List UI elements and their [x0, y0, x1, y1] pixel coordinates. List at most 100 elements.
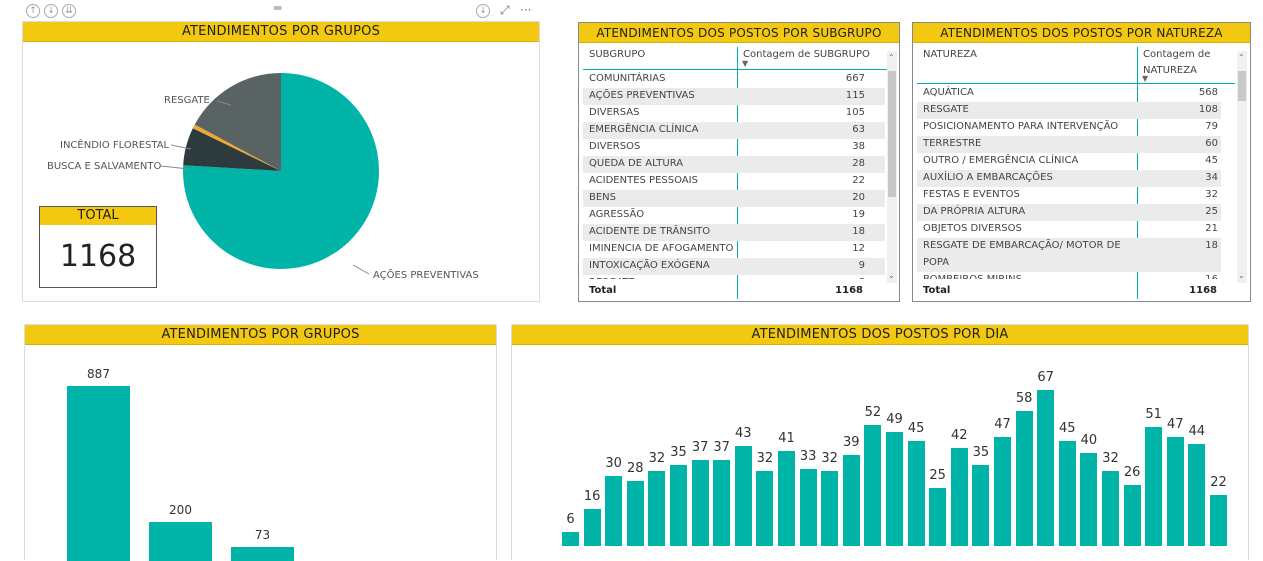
table-row-name[interactable]: BOMBEIROS MIRINS: [923, 274, 1022, 279]
day-bar[interactable]: [648, 471, 666, 546]
table-row-name[interactable]: AQUÁTICA: [923, 87, 974, 98]
table-row-value: 25: [1205, 206, 1218, 217]
table-row-name[interactable]: RESGATE: [923, 104, 969, 115]
daily-bar-panel-title: ATENDIMENTOS DOS POSTOS POR DIA: [512, 325, 1248, 345]
natureza-table-title: ATENDIMENTOS DOS POSTOS POR NATUREZA: [913, 23, 1250, 43]
total-card: TOTAL 1168: [39, 206, 157, 288]
table-row-name[interactable]: COMUNITÁRIAS: [589, 73, 666, 84]
natureza-scrollbar[interactable]: ⌃ ⌄: [1237, 51, 1247, 283]
day-bar[interactable]: [886, 431, 903, 546]
day-bar[interactable]: [972, 464, 990, 546]
day-bar-label: 49: [886, 411, 903, 427]
scroll-thumb[interactable]: [1238, 71, 1246, 101]
drill-all-icon[interactable]: ⇊: [62, 4, 76, 18]
groups-bar-panel-title: ATENDIMENTOS POR GRUPOS: [25, 325, 496, 345]
table-row-name[interactable]: TERRESTRE: [923, 138, 982, 149]
day-bar[interactable]: [583, 508, 601, 546]
day-bar[interactable]: [929, 487, 947, 546]
day-bar[interactable]: [1188, 443, 1206, 546]
table-row-name[interactable]: AUXÍLIO A EMBARCAÇÕES: [923, 172, 1053, 183]
day-bar[interactable]: [605, 476, 623, 546]
table-row-name-cont: POPA: [923, 257, 950, 268]
table-row-name[interactable]: AÇÕES PREVENTIVAS: [589, 90, 695, 101]
natureza-rows: AQUÁTICA 568 RESGATE 108 POSICIONAMENTO PARA…: [913, 23, 1250, 279]
day-bar[interactable]: [864, 424, 882, 546]
group-bar[interactable]: [149, 521, 212, 561]
day-bar[interactable]: [562, 532, 579, 546]
scroll-up-icon[interactable]: ⌃: [1238, 53, 1245, 62]
subgrupo-count-col-header[interactable]: Contagem de SUBGRUPO: [743, 49, 870, 60]
day-bar[interactable]: [1123, 485, 1141, 546]
day-bar[interactable]: [1145, 427, 1163, 546]
table-row-name[interactable]: OUTRO / EMERGÊNCIA CLÍNICA: [923, 155, 1079, 166]
table-row-name[interactable]: FESTAS E EVENTOS: [923, 189, 1020, 200]
scroll-thumb[interactable]: [888, 71, 896, 197]
table-row-name[interactable]: ACIDENTES PESSOAIS: [589, 175, 698, 186]
arrow-up-icon[interactable]: ↑: [26, 4, 40, 18]
day-bar[interactable]: [1058, 441, 1076, 546]
day-bar[interactable]: [778, 450, 795, 546]
download-icon[interactable]: ↓: [476, 4, 490, 18]
table-row-name[interactable]: RESGATE DE EMBARCAÇÃO/ MOTOR DE: [923, 240, 1121, 251]
subgrupo-scrollbar[interactable]: ⌃ ⌄: [887, 51, 897, 283]
scroll-down-icon[interactable]: ⌄: [888, 271, 895, 280]
more-options-icon[interactable]: ···: [520, 3, 532, 17]
table-row-name[interactable]: INTOXICAÇÃO EXÓGENA: [589, 260, 710, 271]
table-row-name[interactable]: EMERGÊNCIA CLÍNICA: [589, 124, 699, 135]
sort-desc-icon[interactable]: ▼: [1142, 74, 1149, 83]
table-row-name[interactable]: DIVERSAS: [589, 107, 640, 118]
group-bar[interactable]: [67, 386, 130, 561]
day-bar-label: 41: [778, 430, 795, 446]
day-bar[interactable]: [821, 471, 839, 546]
day-bar[interactable]: [626, 480, 644, 546]
table-row-name[interactable]: DIVERSOS: [589, 141, 641, 152]
sort-desc-icon[interactable]: ▼: [742, 59, 749, 68]
day-bar[interactable]: [950, 448, 968, 546]
day-bar-label: 16: [583, 488, 601, 504]
table-row-name[interactable]: AGRESSÃO: [589, 209, 645, 220]
table-row-value: 8: [805, 277, 865, 279]
row-stripe: [583, 224, 885, 241]
drag-handle-icon[interactable]: ═: [274, 1, 282, 15]
table-row-value: 16: [1158, 274, 1218, 279]
day-bar[interactable]: [691, 459, 709, 546]
pie-slice-busca-salvamento[interactable]: [183, 128, 281, 171]
day-bar[interactable]: [1102, 471, 1119, 546]
focus-mode-icon[interactable]: ⤢: [500, 3, 510, 17]
table-row-name[interactable]: BENS: [589, 192, 617, 203]
day-bar[interactable]: [994, 436, 1011, 546]
table-row-value: 18: [852, 226, 865, 237]
pie-slice-incendio-florestal[interactable]: [192, 124, 281, 171]
day-bar-label: 6: [566, 512, 575, 528]
scroll-down-icon[interactable]: ⌄: [1238, 271, 1245, 280]
drill-mode-icon[interactable]: ↓: [44, 4, 58, 18]
table-row-name[interactable]: OBJETOS DIVERSOS: [923, 223, 1022, 234]
table-row-value: 34: [1205, 172, 1218, 183]
day-bar[interactable]: [1080, 452, 1098, 546]
day-bar[interactable]: [842, 455, 860, 546]
day-bar[interactable]: [907, 441, 925, 546]
day-bar[interactable]: [1015, 410, 1033, 546]
scroll-up-icon[interactable]: ⌃: [888, 53, 895, 62]
day-bar[interactable]: [713, 459, 731, 546]
day-bar[interactable]: [670, 464, 687, 546]
day-bar[interactable]: [1037, 390, 1055, 546]
day-bar[interactable]: [756, 471, 774, 546]
subgrupo-col-header[interactable]: SUBGRUPO: [589, 49, 646, 60]
table-row-name[interactable]: POSICIONAMENTO PARA INTERVENÇÃO: [923, 121, 1119, 132]
table-row-name[interactable]: ACIDENTE DE TRÂNSITO: [589, 226, 711, 237]
natureza-count-col-header-1[interactable]: Contagem de: [1143, 49, 1211, 60]
group-bar[interactable]: [231, 546, 294, 561]
day-bar[interactable]: [1166, 436, 1184, 546]
table-row-name[interactable]: RESGATE: [589, 277, 635, 279]
day-bar[interactable]: [734, 445, 752, 546]
pie-slice-resgate[interactable]: [194, 73, 281, 171]
table-row-name[interactable]: DA PRÓPRIA ALTURA: [923, 206, 1026, 217]
natureza-col-header[interactable]: NATUREZA: [923, 49, 977, 60]
day-bar[interactable]: [799, 469, 817, 546]
natureza-count-col-header-2[interactable]: NATUREZA: [1143, 65, 1197, 76]
table-row-name[interactable]: IMINENCIA DE AFOGAMENTO: [589, 243, 734, 254]
day-bar[interactable]: [1210, 494, 1227, 546]
day-bar-label: 35: [670, 444, 687, 460]
table-row-name[interactable]: QUEDA DE ALTURA: [589, 158, 684, 169]
